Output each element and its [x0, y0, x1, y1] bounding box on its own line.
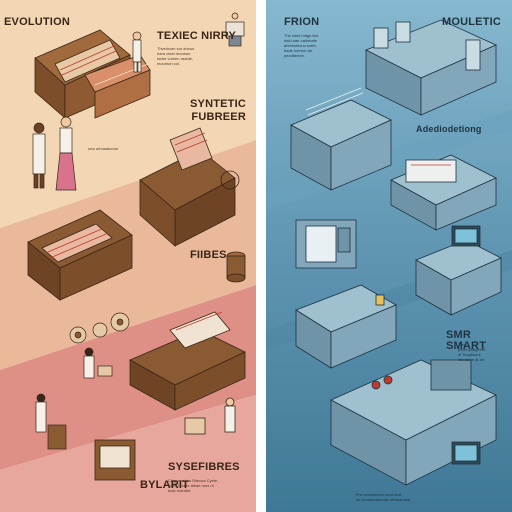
- roll-machine-bottom: [94, 397, 236, 481]
- figures-lower-left: [35, 347, 113, 450]
- label-mouletic: MOULETIC: [442, 16, 502, 28]
- caption-right-bottom: Fhe cronomeon aerd and de sumaloraomlon …: [356, 492, 411, 502]
- right-illustration: [266, 0, 512, 512]
- label-sysefibres: SYSEFIBRES: [168, 461, 240, 473]
- left-infographic-panel: EVOLUTION TEXIEC NIRRY SYNTETIC FUBREER …: [0, 0, 256, 512]
- label-texiec-nirry: TEXIEC NIRRY: [157, 30, 237, 42]
- label-fiibes: FIIBES: [190, 249, 227, 261]
- roller-machine-left: [295, 219, 357, 269]
- loom-lower-left: [27, 209, 133, 301]
- caption-mid: uea urhusatooror: [88, 146, 119, 151]
- label-evolution: EVOLUTION: [4, 16, 70, 28]
- label-adediodetiong: Adediodetiong: [416, 124, 482, 134]
- label-bylarit: BYLARIT: [140, 479, 190, 491]
- caption-right-mid: Thn plnes ptalgeeet of Texptinore ihe de…: [458, 342, 486, 362]
- industrial-loom-lower: [129, 311, 246, 411]
- machine-second: [290, 87, 392, 191]
- right-infographic-panel: FRION MOULETIC Adediodetiong SMR SMART T…: [266, 0, 512, 512]
- weaver-figure-top: [132, 31, 142, 73]
- caption-top: Thvelucan sor ahous hara ctaxt reoneao l…: [157, 46, 195, 66]
- label-smr-smart: SMR SMART: [446, 329, 487, 352]
- machine-middle-right: [390, 154, 497, 231]
- left-illustration: [0, 0, 256, 512]
- tools-top-right: [225, 12, 245, 47]
- caption-right-top: The cinel rnitge bur baid aae catirmate …: [284, 33, 319, 58]
- spool-barrel: [226, 251, 246, 283]
- label-syntetic-fubreer: SYNTETIC FUBREER: [190, 98, 246, 123]
- caption-bottom: Cleggeer tna Shecoa Cyete, waft, Tacrhe …: [168, 478, 219, 493]
- machine-lower: [295, 284, 397, 369]
- machine-top: [365, 19, 497, 116]
- loom-mid-right: [139, 127, 240, 247]
- label-frion: FRION: [284, 16, 320, 28]
- smart-machine-bottom: [330, 359, 497, 486]
- screen-machine-right: [415, 225, 502, 316]
- two-figures: [32, 116, 77, 191]
- panel-divider: [256, 0, 266, 512]
- spools-cluster: [69, 312, 130, 344]
